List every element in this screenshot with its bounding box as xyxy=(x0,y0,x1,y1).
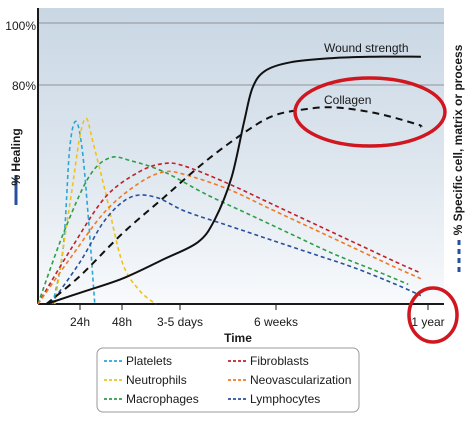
y-tick-80: 80% xyxy=(12,79,36,93)
annotation-wound-strength: Wound strength xyxy=(324,41,409,55)
y-tick-100: 100% xyxy=(5,19,36,33)
x-tick-1-year: 1 year xyxy=(411,315,444,329)
legend-label-macrophages: Macrophages xyxy=(126,392,199,406)
highlight-ellipse-collagen xyxy=(293,76,447,148)
x-tick-marks xyxy=(79,304,429,310)
series-line-wound-strength xyxy=(46,55,421,305)
legend: Platelets Neutrophils Macrophages Fibroblas… xyxy=(104,354,351,406)
series-layer xyxy=(37,55,423,305)
x-axis-title: Time xyxy=(224,331,252,345)
series-line-macrophages xyxy=(37,156,409,305)
legend-label-neutrophils: Neutrophils xyxy=(126,373,187,387)
annotation-collagen: Collagen xyxy=(324,93,371,107)
legend-label-fibroblasts: Fibroblasts xyxy=(250,354,309,368)
series-line-lymphocytes xyxy=(49,194,422,305)
x-tick-24h: 24h xyxy=(70,315,90,329)
right-y-axis-title: % Specific cell, matrix or process xyxy=(451,44,465,235)
series-line-neutrophils xyxy=(54,117,157,305)
x-tick-6-weeks: 6 weeks xyxy=(254,315,298,329)
legend-label-platelets: Platelets xyxy=(126,354,172,368)
x-tick-48h: 48h xyxy=(112,315,132,329)
legend-label-neovascularization: Neovascularization xyxy=(250,373,351,387)
series-line-neovascularization xyxy=(37,170,422,305)
x-tick-3-5-days: 3-5 days xyxy=(157,315,203,329)
series-line-collagen xyxy=(45,106,423,305)
legend-label-lymphocytes: Lymphocytes xyxy=(250,392,320,406)
left-y-axis-title: % Healing xyxy=(9,128,23,185)
highlight-ellipse-1-year xyxy=(407,286,459,344)
